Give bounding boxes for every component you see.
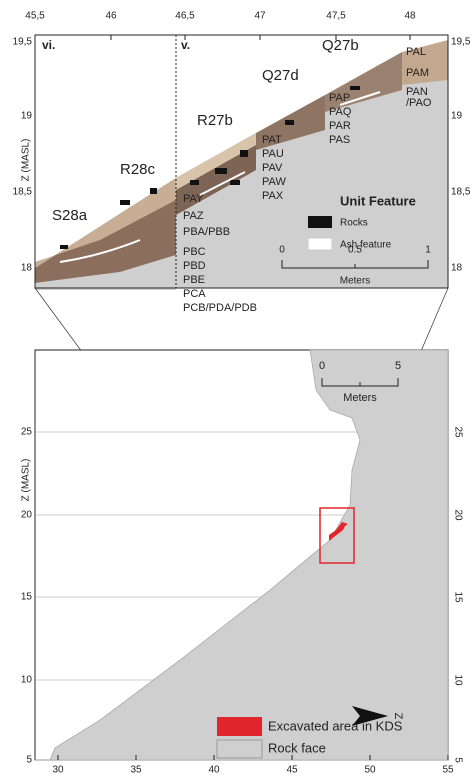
unit-label: PAT (262, 134, 282, 146)
x-tick-label: 50 (364, 765, 376, 776)
unit-label: PCA (183, 288, 206, 300)
scale-tick: 0 (279, 245, 285, 256)
unit-label: PAR (329, 120, 351, 132)
y-tick-label: 19,5 (13, 37, 33, 48)
x-tick-label: 46,5 (175, 11, 195, 22)
y-tick-label: 5 (26, 755, 32, 766)
unit-label: PAU (262, 148, 284, 160)
legend-label: Rocks (340, 218, 368, 229)
x-tick-label: 47 (254, 11, 266, 22)
y-tick-label: 20 (452, 509, 463, 521)
scale-tick: 0.5 (348, 245, 362, 256)
square-label: Q27b (322, 37, 359, 54)
x-tick-label: 55 (442, 765, 454, 776)
unit-label: PAM (406, 67, 429, 79)
x-tick-label: 48 (404, 11, 416, 22)
scale-label: Meters (340, 276, 371, 287)
x-tick-label: 30 (52, 765, 64, 776)
unit-label: PCB/PDA/PDB (183, 302, 257, 314)
scale-tick: 0 (319, 360, 325, 372)
legend-label: Rock face (268, 740, 326, 755)
square-label: R27b (197, 112, 233, 129)
y-tick-label: 20 (21, 510, 33, 521)
x-tick-label: 45 (286, 765, 298, 776)
y-tick-label: 15 (21, 592, 33, 603)
unit-label: PAX (262, 190, 284, 202)
square-label: S28a (52, 207, 88, 224)
unit-label: PAP (329, 92, 350, 104)
scale-tick: 1 (425, 245, 431, 256)
scale-tick: 5 (395, 360, 401, 372)
unit-label: PAS (329, 134, 350, 146)
square-label: R28c (120, 161, 156, 178)
y-tick-label: 19,5 (451, 37, 471, 48)
legend-label: Excavated area in KDS (268, 718, 403, 733)
section-label: vi. (42, 38, 55, 52)
y-tick-label: 10 (452, 674, 463, 686)
y-axis-label: Z (MASL) (21, 459, 32, 502)
unit-label: PAL (406, 46, 426, 58)
x-tick-label: 47,5 (326, 11, 346, 22)
figure: Z (MASL) vi. v. Unit Feature Rocks Ash f… (0, 0, 476, 776)
y-tick-label: 18,5 (13, 187, 33, 198)
unit-label: PBE (183, 274, 205, 286)
unit-label: PBA/PBB (183, 226, 230, 238)
y-tick-label: 10 (21, 675, 33, 686)
y-tick-label: 19 (21, 111, 33, 122)
legend-swatch (217, 740, 262, 758)
square-label: Q27d (262, 67, 299, 84)
legend-swatch (308, 216, 332, 228)
x-tick-label: 45,5 (25, 11, 45, 22)
unit-label: /PAO (406, 97, 432, 109)
legend-swatch (217, 717, 262, 736)
unit-label: PAQ (329, 106, 352, 118)
y-tick-label: 18 (451, 263, 463, 274)
unit-label: PAZ (183, 210, 204, 222)
unit-label: PBC (183, 246, 206, 258)
scale-label: Meters (343, 392, 377, 404)
y-tick-label: 18 (21, 263, 33, 274)
legend-title: Unit Feature (340, 193, 416, 208)
unit-label: PAW (262, 176, 286, 188)
unit-label: PAV (262, 162, 283, 174)
unit-label: PAY (183, 193, 204, 205)
section-label: v. (181, 38, 190, 52)
y-axis-label: Z (MASL) (21, 139, 32, 182)
y-tick-label: 25 (21, 427, 33, 438)
y-tick-label: 15 (452, 591, 463, 603)
y-tick-label: 25 (452, 426, 463, 438)
x-tick-label: 35 (130, 765, 142, 776)
x-tick-label: 46 (105, 11, 117, 22)
legend-swatch (308, 238, 332, 250)
y-tick-label: 19 (451, 111, 463, 122)
y-tick-label: 5 (452, 757, 463, 763)
unit-label: PBD (183, 260, 206, 272)
x-tick-label: 40 (208, 765, 220, 776)
y-tick-label: 18,5 (451, 187, 471, 198)
